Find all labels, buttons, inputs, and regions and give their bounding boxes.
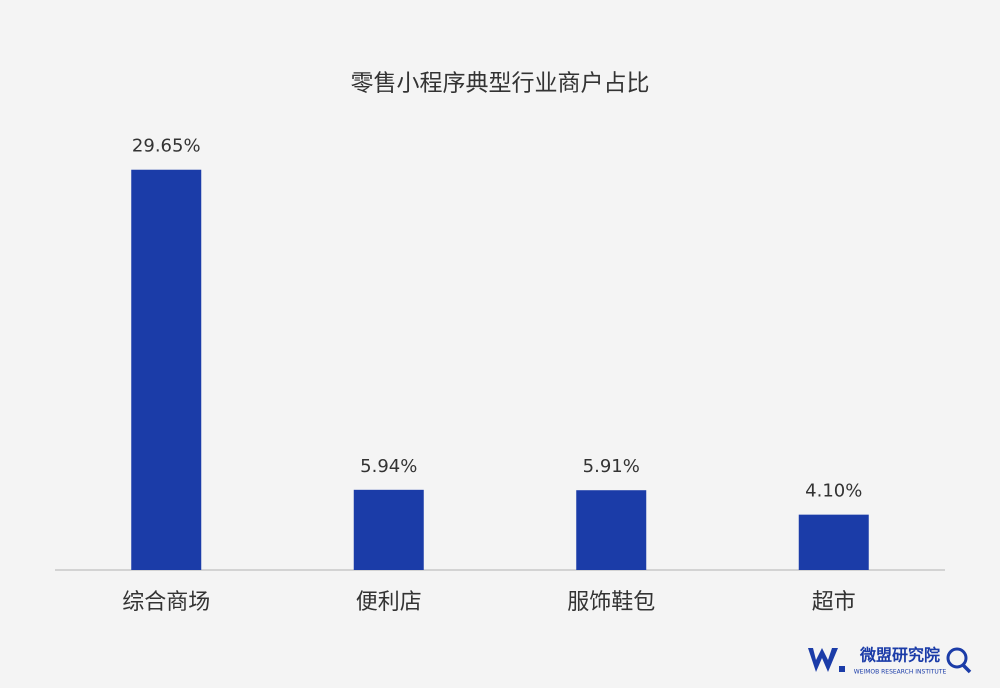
- bar: [576, 490, 647, 570]
- value-label: 5.94%: [360, 456, 417, 477]
- value-label: 4.10%: [805, 481, 862, 502]
- x-tick-label: 服饰鞋包: [567, 590, 655, 615]
- logo-subtitle: WEIMOB RESEARCH INSTITUTE: [854, 669, 947, 676]
- value-label: 29.65%: [132, 136, 201, 157]
- bar: [131, 169, 202, 570]
- logo-lens: [946, 647, 968, 669]
- logo-name: 微盟研究院: [859, 646, 940, 665]
- logo-handle: [961, 663, 972, 674]
- value-label: 5.91%: [583, 456, 640, 477]
- chart-title: 零售小程序典型行业商户占比: [351, 71, 650, 97]
- x-tick-label: 超市: [812, 590, 856, 615]
- bar: [353, 489, 424, 570]
- logo: 微盟研究院 WEIMOB RESEARCH INSTITUTE: [808, 646, 972, 676]
- x-tick-label: 便利店: [356, 590, 422, 615]
- x-tick-label: 综合商场: [122, 590, 210, 615]
- logo-mark: [808, 648, 838, 672]
- bar: [798, 514, 869, 570]
- logo-dot: [839, 666, 845, 672]
